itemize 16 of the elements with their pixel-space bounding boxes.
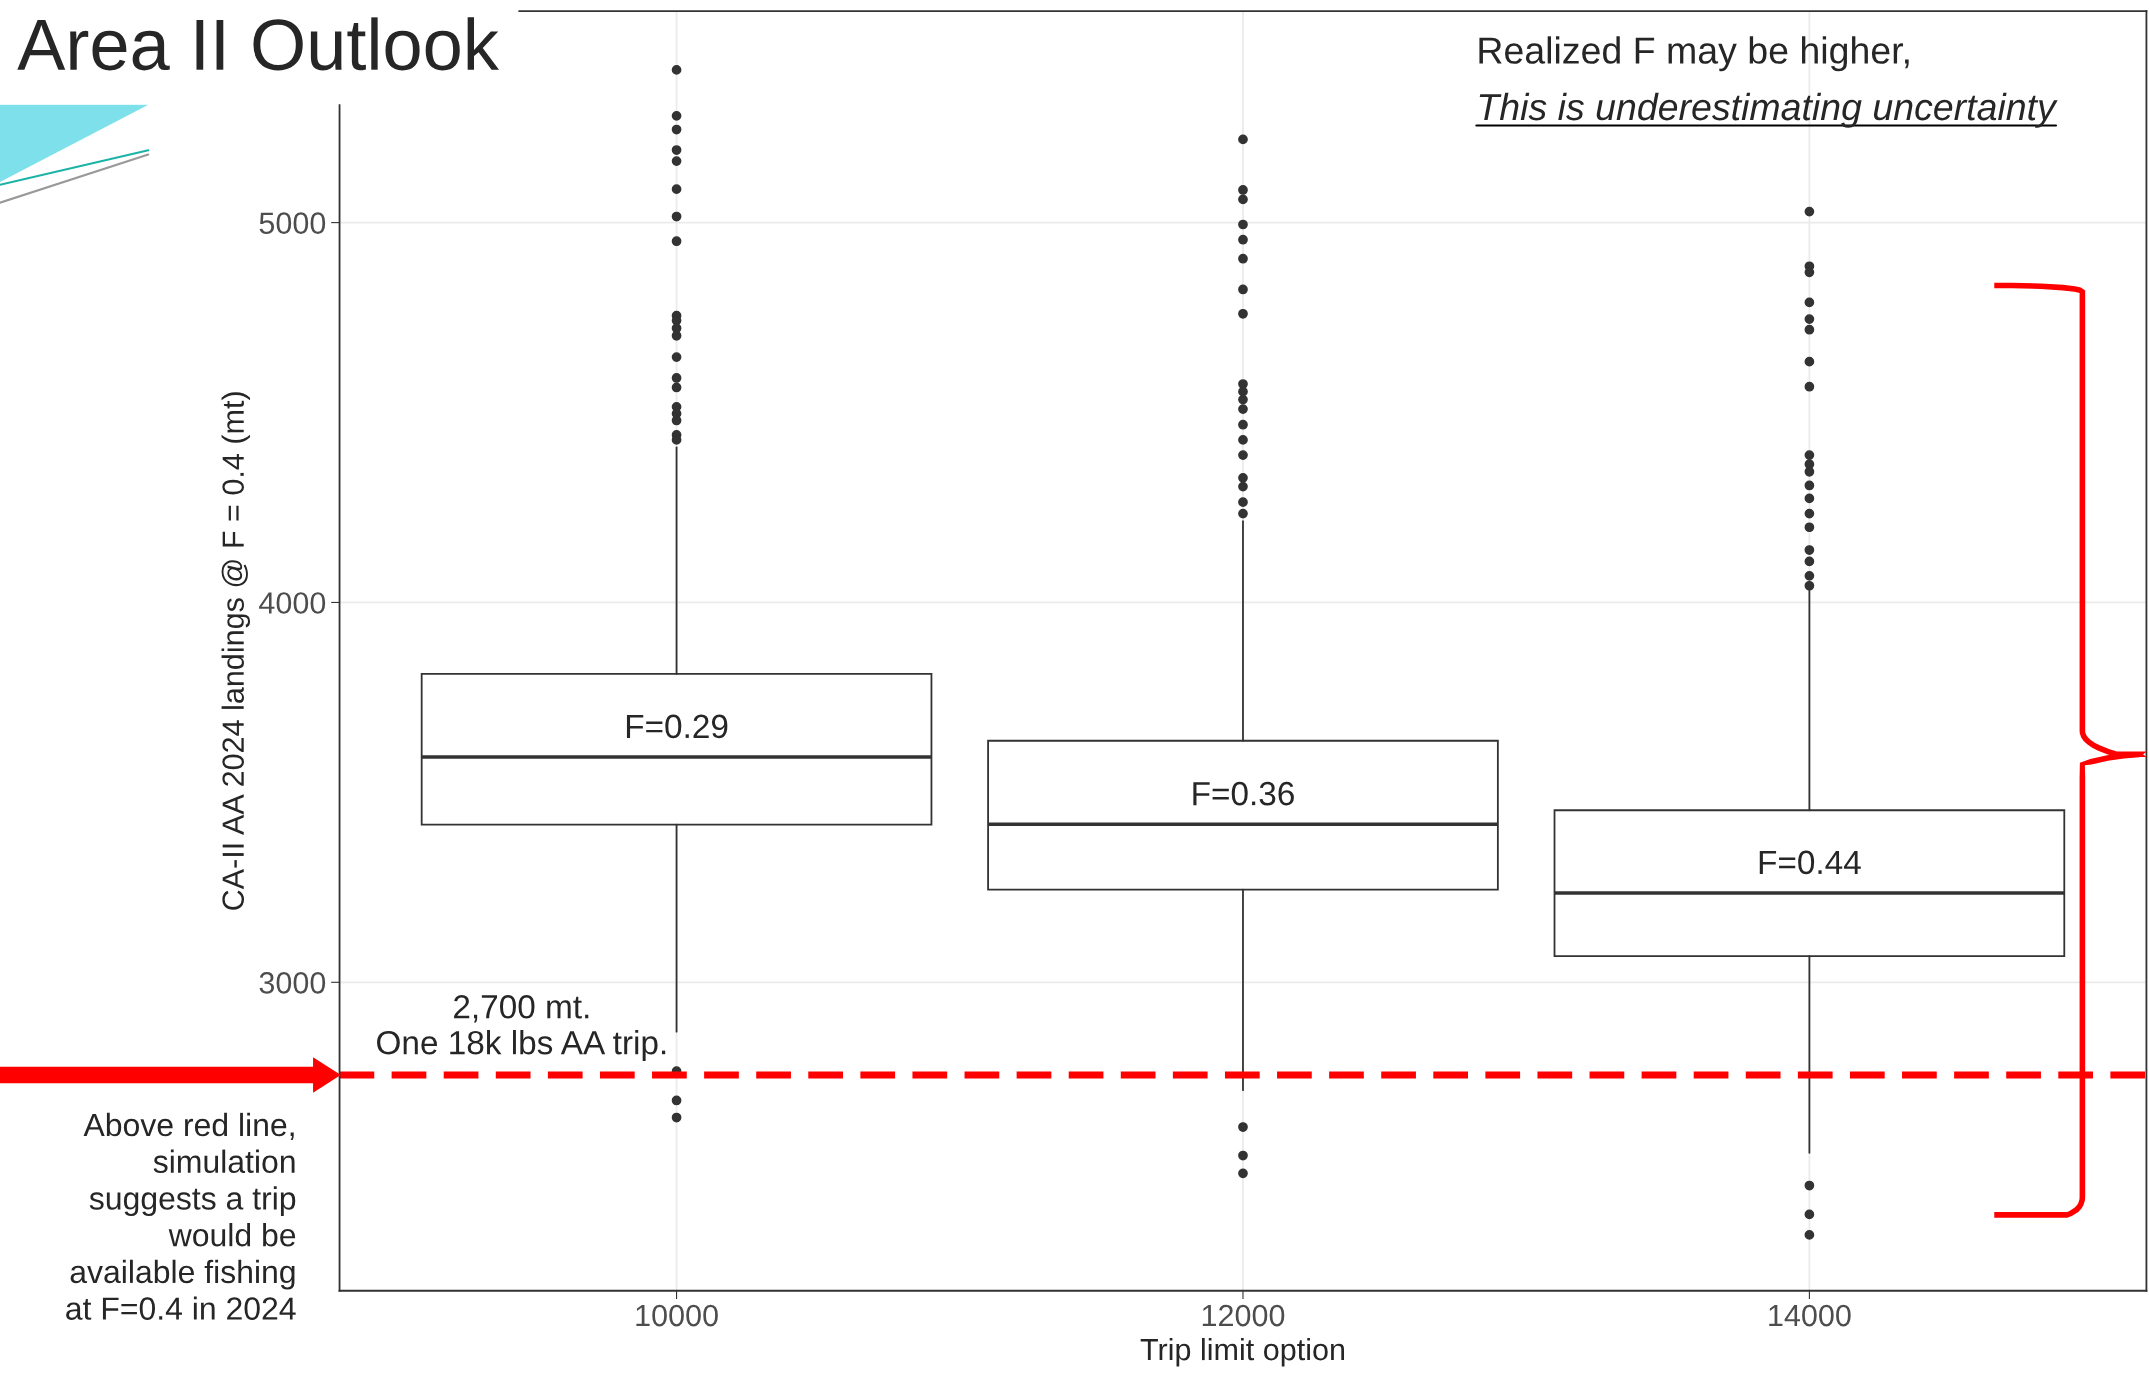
- annotation: F=0.44: [1759, 850, 1861, 875]
- annotation: F=0.36: [1193, 781, 1294, 806]
- x-tick-label: 10000: [636, 1304, 718, 1327]
- x-tick-label: 14000: [1769, 1304, 1851, 1327]
- y-tick-label: 4000: [259, 592, 326, 614]
- chart-title: Area II Outlook: [17, 17, 500, 71]
- annotation: This is underestimating uncertainty: [1479, 92, 2058, 128]
- ref-line-label: 2,700 mt. One 18k lbs AA trip.: [377, 995, 666, 1062]
- y-tick-label: 5000: [259, 212, 326, 234]
- x-tick-label: 12000: [1202, 1304, 1285, 1327]
- annotation: Realized F may be higher,: [1479, 36, 1909, 72]
- annotation: F=0.29: [626, 714, 728, 739]
- x-axis-title: Trip limit option: [1140, 1337, 1345, 1367]
- y-axis-title: CA-II AA 2024 landings @ F = 0.4 (mt): [221, 392, 251, 910]
- text: Above red line, simulation suggests a trip would be available fishing at F=0.4 in 2024: [66, 1112, 296, 1320]
- y-tick-label: 3000: [259, 972, 326, 994]
